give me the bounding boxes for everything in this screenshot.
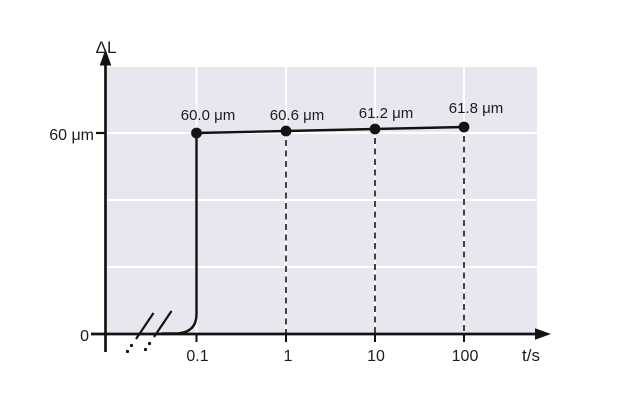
data-curve [160, 125, 466, 335]
point-label-61.8: 61.8 μm [449, 100, 504, 117]
point-label-61.2: 61.2 μm [359, 105, 414, 122]
axis-break-slash-1 [135, 312, 155, 340]
grid [107, 67, 537, 334]
x-ticks [195, 334, 465, 342]
axis-break-icon [125, 310, 173, 354]
axis-break-slash-2 [153, 310, 173, 338]
axis-break-dot [129, 343, 134, 348]
data-point-10s [369, 123, 381, 135]
axis-break-dot [147, 341, 152, 346]
axis-break-dot [125, 349, 130, 354]
y-axis-arrow-icon [99, 49, 112, 66]
y-axis-title: ΔL [96, 38, 117, 57]
x-axis-title: t/s [522, 346, 540, 365]
data-point-0.1s [191, 127, 202, 139]
x-tick-label-100: 100 [452, 348, 479, 365]
point-label-60.0: 60.0 μm [181, 107, 236, 124]
x-tick-label-10: 10 [367, 348, 385, 365]
axis-break-dot [143, 347, 148, 352]
data-point-1s [280, 125, 292, 137]
point-label-60.6: 60.6 μm [270, 107, 325, 124]
dashed-guides [285, 136, 465, 333]
x-axis-arrow-icon [535, 328, 551, 340]
data-point-100s [458, 121, 470, 133]
x-tick-label-0.1: 0.1 [186, 348, 208, 365]
y-tick-label-60um: 60 μm [49, 127, 94, 144]
y-tick-label-0: 0 [80, 328, 89, 345]
x-tick-label-1: 1 [284, 348, 293, 365]
data-points [191, 121, 470, 139]
